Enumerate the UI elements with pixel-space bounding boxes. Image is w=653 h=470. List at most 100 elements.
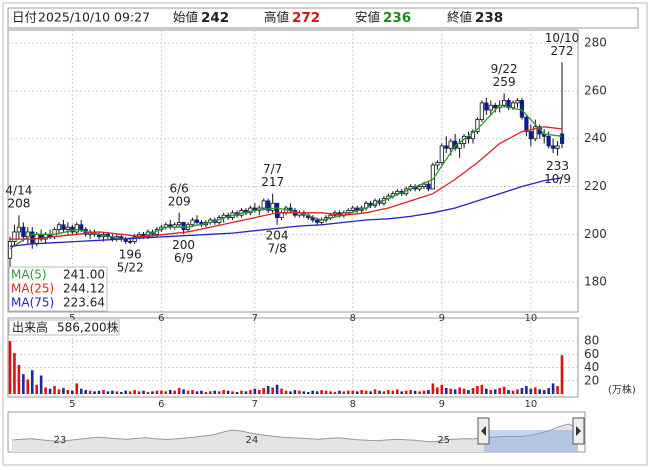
y-tick-label: 240 [584, 131, 607, 145]
candle-body [177, 221, 182, 226]
volume-bar [338, 390, 341, 394]
legend-name: MA(75) [11, 296, 54, 310]
volume-bar [444, 388, 448, 394]
volume-bar [284, 390, 288, 394]
candle-body [56, 224, 62, 230]
volume-bar [271, 387, 274, 394]
volume-bar [75, 383, 79, 394]
candle-body [12, 231, 17, 242]
volume-bar [293, 390, 297, 394]
candle-body [350, 207, 355, 211]
x-tick-label: 5 [69, 399, 75, 410]
volume-bar [160, 390, 163, 394]
candle-body [315, 219, 320, 223]
volume-tick-label: 80 [584, 334, 599, 348]
volume-bar [458, 387, 461, 394]
y-tick-label: 180 [584, 275, 607, 289]
volume-bar [298, 390, 301, 394]
candle-body [190, 219, 195, 226]
volume-bar [360, 390, 363, 394]
annotation-date: 7/8 [267, 241, 286, 255]
volume-bar [551, 383, 555, 394]
volume-bar [364, 390, 368, 394]
volume-bar [538, 389, 542, 394]
candle-body [510, 102, 516, 109]
candle-body [550, 145, 556, 149]
legend-value: 244.12 [63, 282, 105, 296]
x-tick-label: 6 [158, 399, 164, 410]
volume-bar [485, 388, 488, 394]
candle-body [79, 224, 84, 230]
volume-bar [133, 390, 136, 394]
volume-bar [128, 391, 132, 394]
volume-bar [142, 390, 145, 394]
volume-bar [88, 390, 92, 394]
y-tick-label: 220 [584, 179, 607, 193]
handle-arrow [481, 426, 486, 436]
candle-body [21, 226, 26, 238]
candle-body [16, 226, 22, 233]
volume-bar [35, 384, 39, 394]
volume-bar [71, 390, 74, 394]
volume-bar [231, 391, 234, 394]
volume-bar [182, 389, 185, 394]
x-tick-label: 8 [350, 399, 356, 410]
volume-bar [97, 390, 101, 394]
x-tick-label: 7 [252, 399, 258, 410]
handle-arrow [576, 426, 581, 436]
volume-bar [333, 392, 337, 394]
candle-body [502, 100, 507, 106]
volume-bar [440, 384, 444, 394]
annotation-date: 5/22 [117, 260, 144, 274]
ma-line [10, 126, 563, 240]
volume-bar [431, 383, 435, 394]
volume-bar [217, 391, 221, 394]
annotation-date: 7/7 [263, 162, 282, 176]
ma-line [9, 104, 563, 250]
volume-bar [355, 391, 359, 394]
legend-name: MA(25) [11, 282, 54, 296]
volume-bar [102, 390, 105, 394]
legend-box [8, 266, 108, 312]
candle-body [457, 143, 462, 149]
candle-body [435, 162, 440, 166]
volume-bar [53, 386, 56, 394]
candle-body [444, 145, 449, 149]
volume-bar [164, 391, 168, 394]
candle-body [524, 116, 529, 132]
volume-title-box [8, 319, 120, 336]
high-value: 272 [292, 10, 320, 26]
x-tick-label: 8 [350, 313, 356, 324]
volume-bar [57, 389, 61, 394]
annotation-date: 6/9 [174, 251, 193, 265]
volume-bar [556, 386, 559, 394]
x-tick-label: 6 [158, 313, 164, 324]
open-label: 始値 [173, 10, 198, 25]
volume-bar [26, 379, 30, 394]
volume-bar [507, 390, 510, 394]
annotation-value: 217 [261, 175, 284, 189]
volume-bar [311, 390, 315, 394]
navigator-window[interactable] [484, 430, 578, 452]
candle-body [395, 190, 400, 195]
candle-body [421, 183, 427, 187]
volume-bar [235, 392, 239, 394]
candle-body [194, 219, 200, 223]
volume-bar [525, 386, 528, 394]
candle-body [426, 183, 431, 190]
volume-bar [378, 390, 381, 394]
y-tick-label: 260 [584, 83, 607, 97]
volume-bar [422, 390, 426, 394]
volume-bar [213, 390, 217, 394]
volume-bar [462, 388, 466, 394]
volume-bar [240, 390, 243, 394]
low-value: 236 [383, 10, 411, 26]
annotation-date: 10/9 [544, 172, 571, 186]
volume-bar [115, 391, 119, 394]
volume-bar [302, 391, 306, 394]
volume-bar [533, 387, 537, 394]
volume-bar [542, 390, 546, 394]
date-label: 日付 [12, 10, 37, 25]
volume-bar [480, 384, 484, 394]
candle-body [128, 241, 133, 243]
